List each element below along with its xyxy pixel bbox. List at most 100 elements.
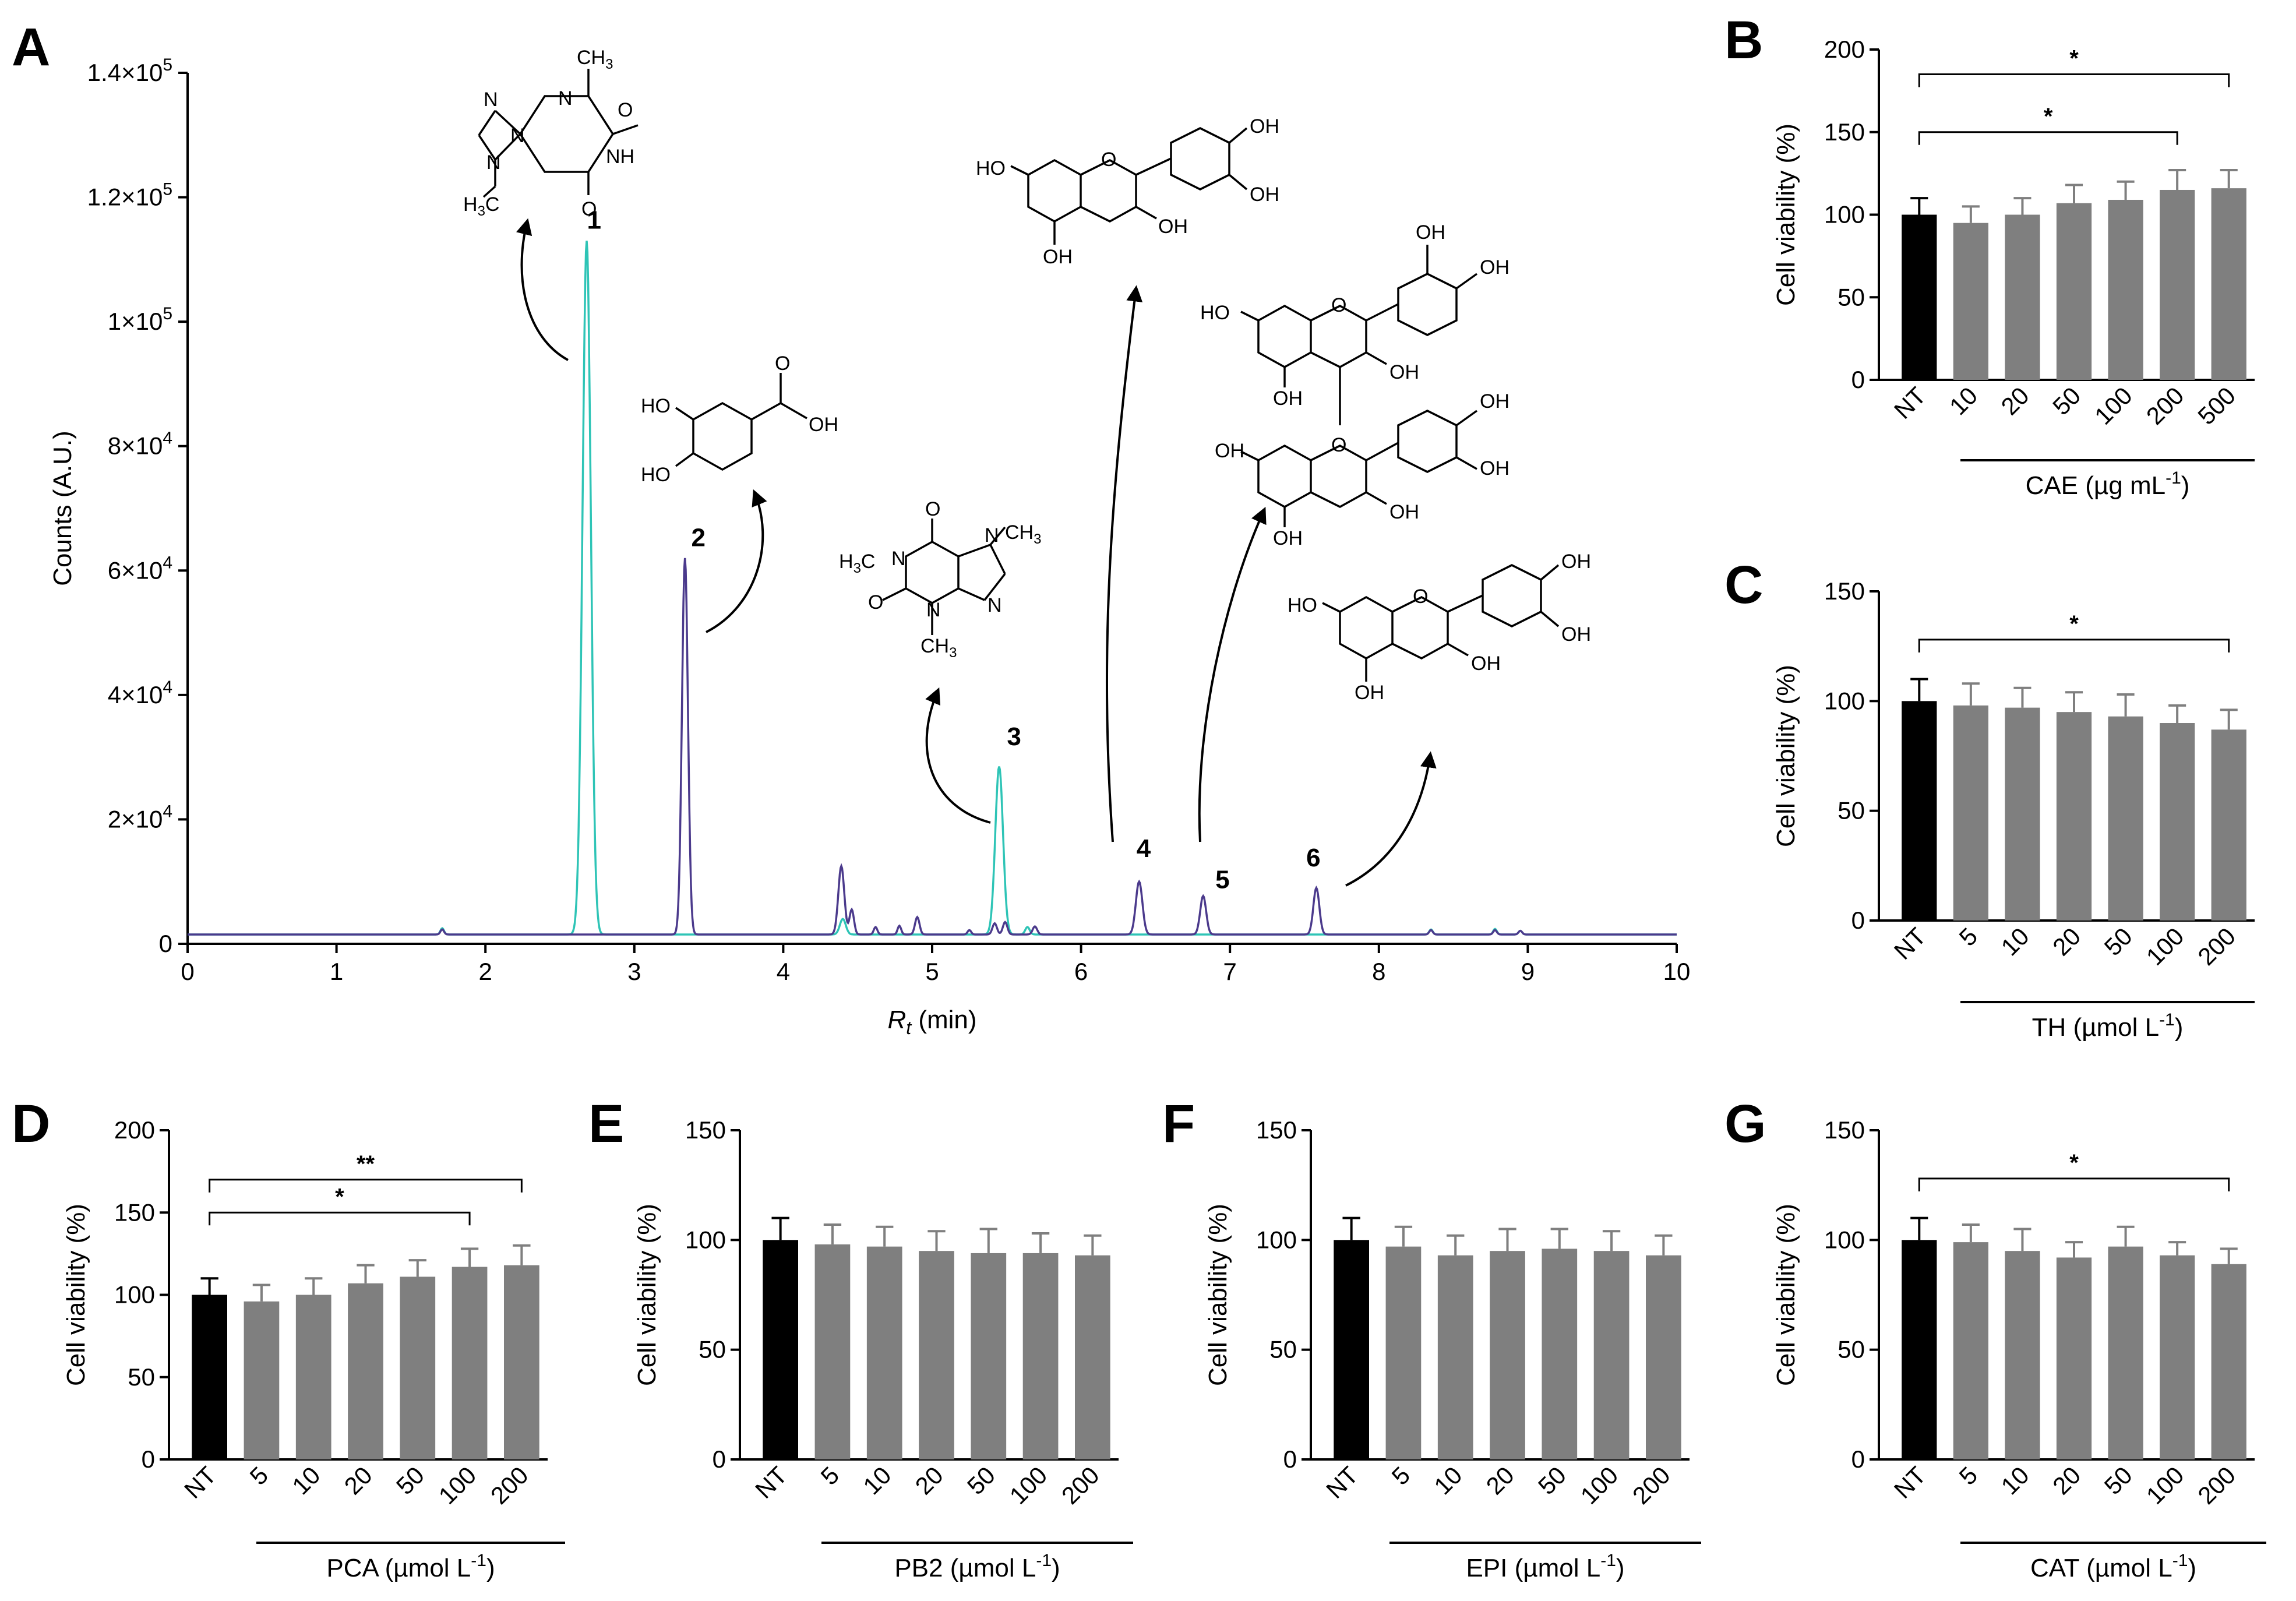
y-tick-label: 100 (1824, 1226, 1865, 1253)
x-tick-label: 6 (1074, 958, 1088, 985)
cat-oh-c3: OH (1471, 653, 1501, 675)
theobromine-nh: NH (606, 146, 634, 168)
bar (2211, 188, 2246, 380)
caffeine-o1: O (925, 498, 940, 520)
bar (1490, 1251, 1525, 1459)
x-tick-label: 10 (858, 1461, 896, 1500)
significance-bracket (1918, 1177, 2230, 1191)
y-tick-label: 2×104 (108, 802, 172, 833)
pb2-oh-3: OH (1416, 221, 1445, 244)
bar (814, 1244, 851, 1459)
x-tick-label: 50 (391, 1461, 429, 1500)
x-tick-label: 200 (485, 1461, 534, 1510)
bar (2211, 1264, 2246, 1459)
bar (1022, 1253, 1059, 1459)
pca-ho-bottom: HO (641, 464, 671, 486)
pca-ho-top: HO (641, 395, 671, 417)
y-axis-title: Cell viability (%) (1204, 1204, 1232, 1386)
panel-label-g: G (1724, 1094, 1766, 1154)
structure-epicatechin: HO O OH OH OH OH (976, 115, 1279, 268)
bar (971, 1253, 1007, 1459)
structure-caffeine: H3C N O N N N O CH3 CH3 (839, 498, 1041, 661)
significance-star: * (2069, 611, 2079, 637)
x-tick-label: 20 (910, 1461, 948, 1500)
y-tick-label: 0 (1283, 1445, 1297, 1473)
caffeine-ch3-bottom: CH3 (920, 635, 957, 661)
bar (2211, 729, 2246, 921)
x-tick-label: NT (1889, 922, 1931, 965)
epi-ho: HO (976, 157, 1006, 179)
pb2-oh-6: OH (1273, 527, 1303, 549)
bar (2108, 199, 2143, 380)
peak-label-6: 6 (1306, 844, 1320, 872)
group-label: PCA (µmol L-1) (326, 1551, 495, 1582)
bar (295, 1295, 331, 1459)
bar (2108, 716, 2143, 921)
x-tick-label: NT (1321, 1461, 1363, 1504)
significance-star: * (335, 1184, 344, 1209)
x-tick-label: 5 (925, 958, 939, 985)
bar-control (763, 1240, 798, 1459)
y-axis-title: Cell viability (%) (633, 1204, 661, 1386)
x-tick-label: NT (1889, 382, 1931, 424)
cat-ho: HO (1288, 594, 1317, 616)
x-tick-label: 5 (816, 1461, 845, 1490)
bar (2160, 189, 2195, 380)
significance-bracket (209, 1211, 471, 1226)
y-tick-label: 100 (1824, 201, 1865, 228)
group-label: PB2 (µmol L-1) (894, 1551, 1060, 1582)
bar (1542, 1249, 1578, 1459)
pb2-oh-1: OH (1273, 387, 1303, 410)
x-tick-label: 100 (1575, 1461, 1624, 1510)
x-tick-label: 10 (1429, 1461, 1467, 1500)
x-tick-label: 5 (1387, 1461, 1416, 1490)
pb2-oh-8: OH (1480, 390, 1509, 412)
purple-trace-line (188, 558, 1677, 936)
arrow-peak-4 (1106, 285, 1143, 842)
bar (2005, 214, 2040, 380)
x-tick-label: 50 (2047, 382, 2086, 420)
pb2-oh-9: OH (1480, 457, 1509, 479)
bar (1953, 223, 1988, 380)
x-tick-label: NT (750, 1461, 792, 1504)
bar (1953, 705, 1988, 921)
bar (1075, 1255, 1110, 1459)
bar (919, 1251, 954, 1459)
group-label: CAT (µmol L-1) (2030, 1551, 2196, 1582)
y-tick-label: 100 (114, 1281, 155, 1309)
theobromine-n3: N (510, 125, 525, 147)
chromatogram-chart: 0 1 2 3 4 5 6 7 8 9 10 0 2×104 4×104 6×104 8×104 1×105 1.… (48, 55, 1690, 1038)
arrow-peak-2 (706, 489, 767, 633)
cat-oh-right: OH (1561, 623, 1591, 646)
pb2-oh-5: OH (1215, 440, 1244, 462)
bar (2056, 203, 2092, 380)
y-axis-title: Counts (A.U.) (48, 431, 77, 586)
bar (2108, 1246, 2143, 1459)
pb2-oh-2: OH (1389, 361, 1419, 383)
group-label: CAE (µg mL-1) (2026, 468, 2190, 500)
theobromine-o1: O (618, 99, 633, 121)
bar (1953, 1242, 1988, 1459)
x-tick-label: 50 (2099, 1461, 2138, 1500)
x-tick-label: 200 (2141, 382, 2189, 430)
significance-star: * (2044, 104, 2053, 129)
x-tick-label: 0 (181, 958, 194, 985)
x-tick-label: 5 (1953, 922, 1983, 951)
panel-label-d: D (12, 1094, 50, 1154)
y-tick-label: 0 (159, 930, 172, 957)
bar (1646, 1255, 1681, 1459)
caffeine-n4: N (926, 599, 941, 621)
panel-label-c: C (1724, 555, 1763, 615)
y-tick-label: 100 (1824, 687, 1865, 714)
bar-control (192, 1295, 227, 1459)
y-tick-label: 1.4×105 (87, 55, 172, 86)
caffeine-n2: N (985, 524, 999, 546)
pb2-ho-1: HO (1200, 302, 1230, 324)
bar-control (1334, 1240, 1369, 1459)
x-tick-label: 10 (287, 1461, 325, 1500)
